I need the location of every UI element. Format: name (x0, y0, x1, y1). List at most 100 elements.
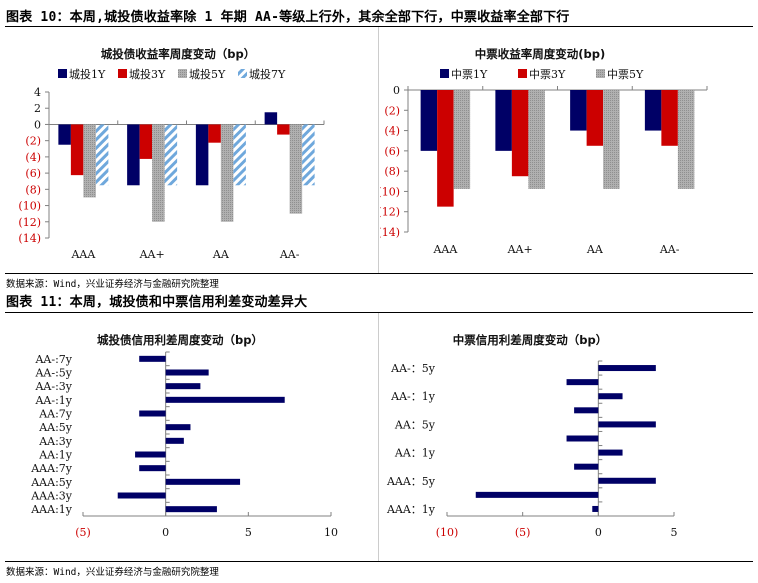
chart-title: 中票信用利差周度变动（bp） (453, 333, 607, 347)
bar (70, 124, 84, 176)
x-category-label: AA+ (507, 243, 533, 256)
bar (420, 90, 438, 151)
legend-swatch-icon (440, 69, 449, 78)
bar (58, 124, 71, 145)
y-category-label: AA:5y (38, 421, 73, 434)
source-rule (5, 273, 753, 274)
y-category-label: AA：1y (394, 447, 436, 460)
y-category-label: AA:1y (38, 449, 73, 462)
bar (165, 369, 209, 376)
y-category-label: AAA:7y (30, 462, 73, 475)
y-category-label: AA：5y (394, 418, 436, 431)
x-tick-label: 5 (671, 526, 678, 539)
y-category-label: AA-:1y (34, 394, 72, 407)
y-tick-label: (14) (380, 226, 400, 239)
legend-swatch-icon (178, 69, 187, 78)
y-tick-label: (6) (25, 167, 41, 180)
chart-title: 中票收益率周度变动(bp) (475, 47, 605, 61)
svg-text:城投1Y: 城投1Y (69, 67, 106, 81)
y-category-label: AA-：5y (390, 362, 436, 375)
y-tick-label: 0 (34, 118, 41, 131)
svg-text:城投7Y: 城投7Y (249, 67, 286, 81)
bar (566, 379, 599, 386)
figure11-source: 数据来源：Wind，兴业证券经济与金融研究院整理 (6, 567, 219, 578)
y-category-label: AAA:1y (30, 503, 73, 516)
y-tick-label: 4 (34, 86, 41, 99)
bar (139, 465, 166, 472)
mtn-yield-chart: 中票收益率周度变动(bp) 中票1Y 中票3Y 中票5Y 0 (2) (4) (6) (8) (1… (380, 47, 708, 256)
legend-item: 城投3Y (118, 67, 166, 81)
bar (139, 410, 166, 417)
svg-text:中票3Y: 中票3Y (529, 68, 566, 81)
bar (598, 421, 656, 428)
x-category-label: AA (586, 243, 604, 256)
bar (574, 463, 599, 470)
bar (566, 435, 599, 442)
bar (598, 449, 623, 456)
svg-text:城投5Y: 城投5Y (189, 67, 226, 81)
y-category-label: AA:3y (38, 435, 73, 448)
bar (152, 124, 165, 222)
bar (277, 124, 290, 135)
legend-item: 城投5Y (178, 67, 226, 81)
bar (83, 124, 96, 198)
bar (586, 90, 604, 146)
y-tick-label: (8) (384, 165, 400, 178)
x-category-label: AAA (70, 248, 96, 261)
bar (289, 124, 303, 214)
x-category-label: AAA (432, 243, 458, 256)
chengtou-spread-chart: 城投债信用利差周度变动（bp）AA-:7yAA-:5yAA-:3yAA-:1yA… (30, 333, 338, 539)
bar (661, 90, 678, 146)
y-tick-label: (6) (384, 145, 400, 158)
bar (475, 491, 599, 498)
bar (208, 124, 221, 143)
y-tick-label: (12) (18, 216, 41, 229)
legend-swatch-icon (518, 69, 527, 78)
legend-swatch-icon (118, 69, 127, 78)
legend-item: 城投7Y (238, 67, 286, 81)
y-category-label: AA-:5y (34, 367, 72, 380)
x-category-label: AA+ (139, 248, 165, 261)
bar (165, 424, 191, 431)
y-category-label: AA-:7y (34, 353, 72, 366)
y-category-label: AAA:3y (30, 490, 73, 503)
legend-swatch-icon (596, 69, 605, 78)
x-category-label: AA- (659, 243, 680, 256)
bar (165, 437, 184, 444)
bar (592, 505, 599, 512)
y-tick-label: (10) (380, 185, 400, 198)
panel-divider (378, 313, 379, 561)
bar (644, 90, 662, 131)
bar (570, 90, 587, 131)
svg-text:中票5Y: 中票5Y (607, 68, 644, 81)
bar (528, 90, 545, 189)
y-tick-label: (4) (384, 125, 400, 138)
bar (165, 478, 241, 485)
bar (139, 355, 166, 362)
legend-item: 城投1Y (58, 67, 106, 81)
y-tick-label: (2) (384, 104, 400, 117)
bar (264, 112, 278, 125)
bar (453, 90, 471, 189)
y-category-label: AA:7y (38, 408, 73, 421)
y-tick-label: (10) (18, 200, 41, 213)
bar (495, 90, 512, 151)
bar (574, 407, 599, 414)
svg-text:中票1Y: 中票1Y (451, 68, 488, 81)
y-tick-label: (14) (18, 232, 41, 245)
y-category-label: AAA：5y (386, 475, 436, 488)
x-tick-label: (10) (436, 526, 459, 539)
legend-swatch-icon (58, 69, 67, 78)
y-tick-label: 2 (34, 102, 41, 115)
bar (598, 393, 623, 400)
bar (677, 90, 695, 189)
bar (135, 451, 166, 458)
bar (139, 124, 153, 159)
bar (117, 492, 166, 499)
y-category-label: AA-：1y (390, 390, 436, 403)
x-tick-label: 0 (162, 526, 169, 539)
y-tick-label: 0 (393, 84, 400, 97)
x-category-label: AA- (279, 248, 300, 261)
legend-swatch-icon (238, 69, 247, 78)
